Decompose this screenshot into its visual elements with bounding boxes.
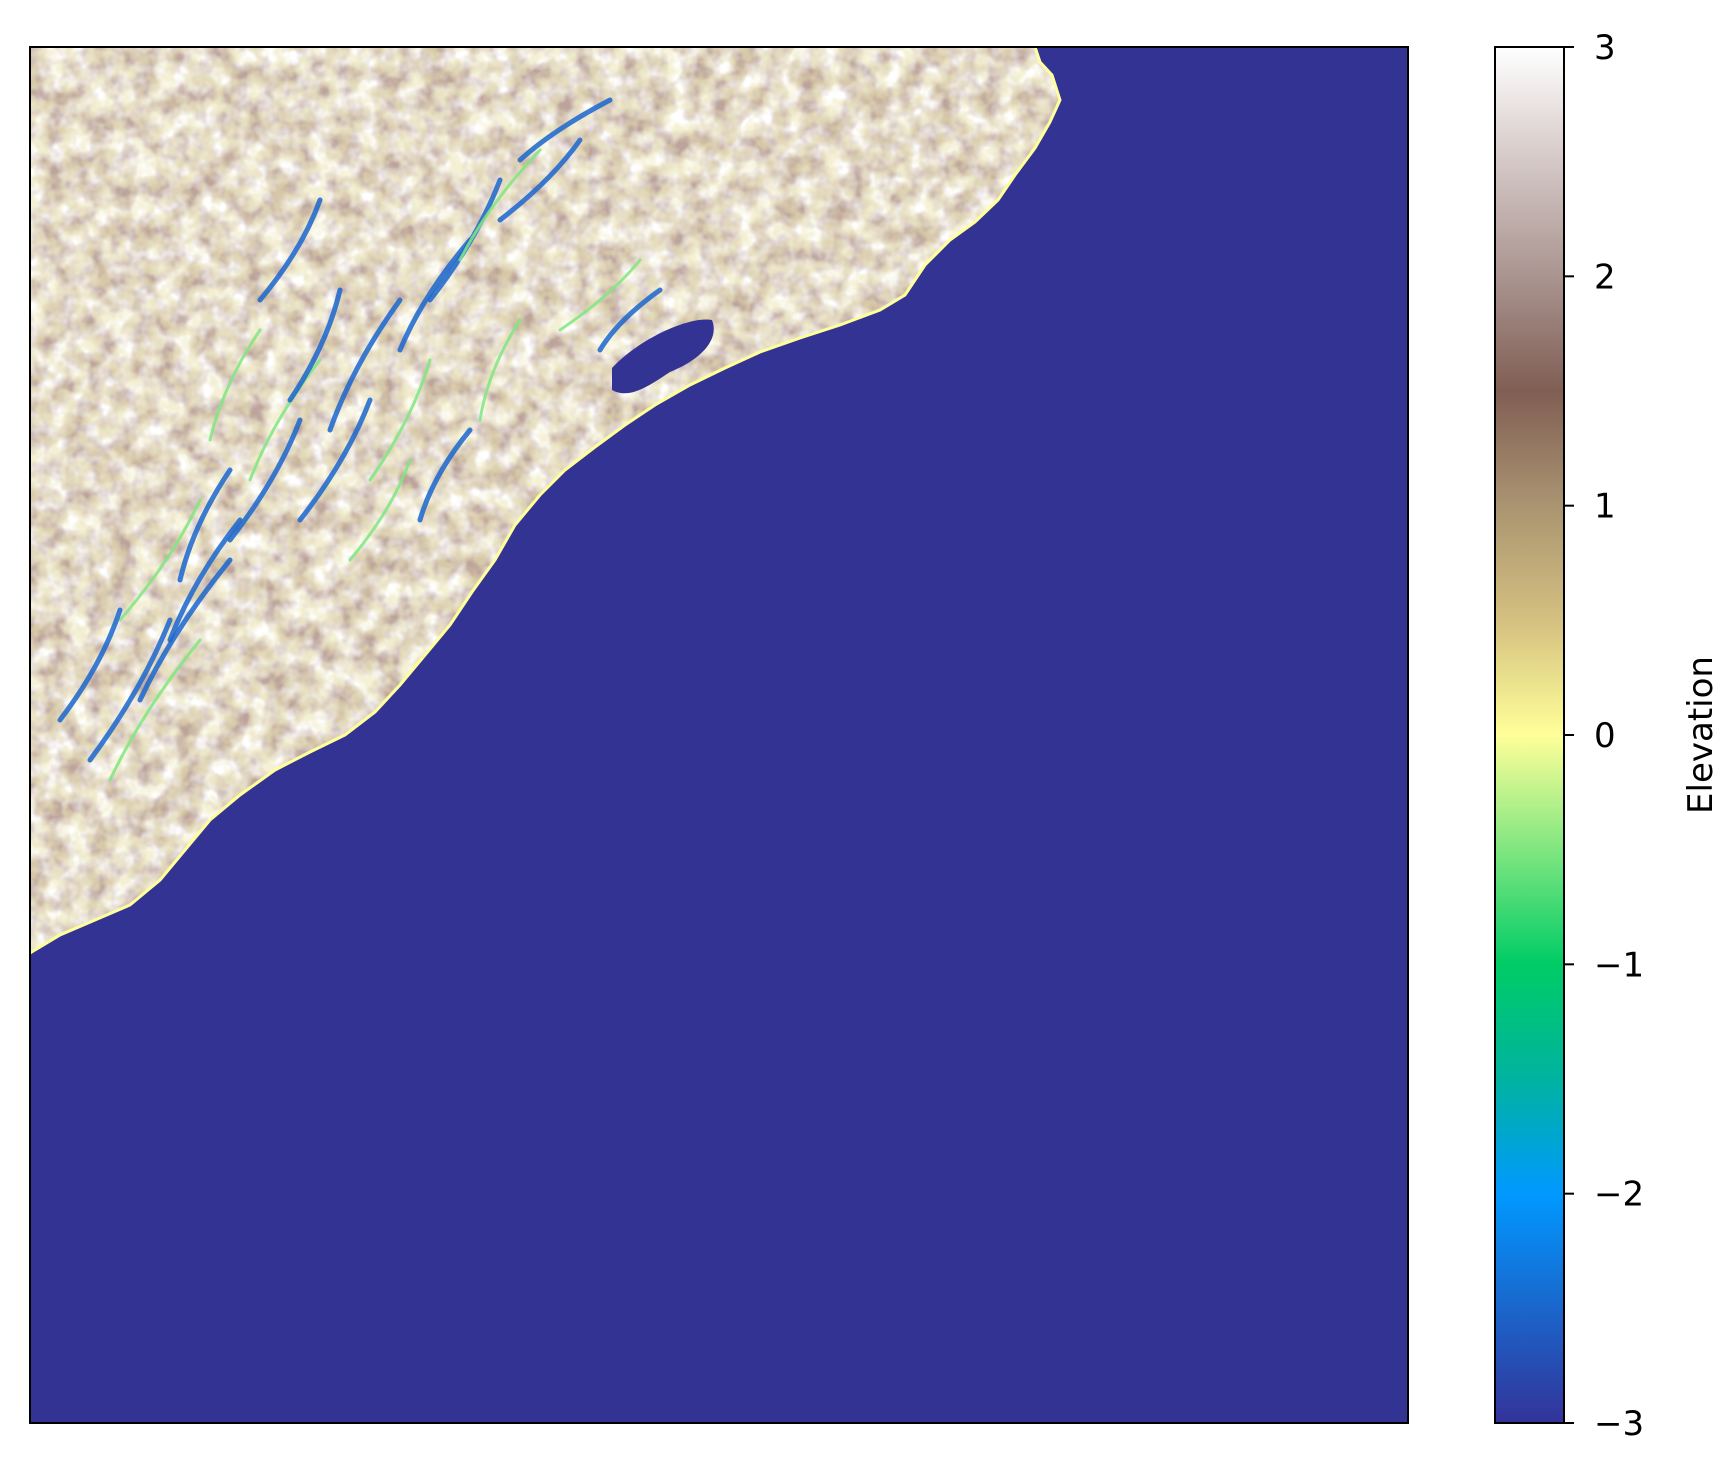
valley-streak xyxy=(417,427,473,523)
valley-streak xyxy=(517,97,613,163)
valley-streak xyxy=(177,467,233,583)
valley-streak xyxy=(297,397,373,523)
map-frame xyxy=(29,46,1409,1424)
valley-streak xyxy=(257,197,323,303)
colorbar-gradient xyxy=(1495,47,1564,1423)
shoreline xyxy=(29,46,1062,955)
valley-channels xyxy=(57,97,663,782)
valley-streak xyxy=(558,258,642,332)
valley-streak xyxy=(348,458,412,562)
valley-streak xyxy=(227,417,303,543)
colorbar-tick-label: 3 xyxy=(1594,28,1616,68)
valley-streak xyxy=(248,358,322,482)
valley-streak xyxy=(87,617,173,763)
map-axes xyxy=(29,46,1409,1424)
colorbar: 3 2 1 0 −1 −2 −3 Elevation xyxy=(1494,28,1721,1444)
colorbar-tick-label: 2 xyxy=(1594,257,1616,297)
valley-streak xyxy=(137,557,233,703)
valley-streak xyxy=(108,638,202,782)
valley-streak xyxy=(287,287,343,403)
colorbar-tick-label: −2 xyxy=(1594,1175,1644,1215)
valley-streak xyxy=(327,297,403,433)
valley-streak xyxy=(397,237,473,353)
valley-streak xyxy=(208,328,262,442)
colorbar-tick-label: 1 xyxy=(1594,487,1616,527)
colorbar-tick-label: −3 xyxy=(1594,1404,1644,1444)
valley-streak xyxy=(57,607,123,723)
valley-streak xyxy=(118,498,202,622)
valley-streak xyxy=(167,517,243,643)
colorbar-tick-label: −1 xyxy=(1594,945,1644,985)
lagoon xyxy=(612,319,714,394)
valley-streak xyxy=(597,287,663,353)
valley-streak xyxy=(368,358,432,482)
valley-streak xyxy=(478,318,522,422)
valley-streak xyxy=(497,137,583,223)
colorbar-ticks: 3 2 1 0 −1 −2 −3 xyxy=(1564,28,1644,1444)
valley-streak xyxy=(458,148,542,262)
colorbar-label: Elevation xyxy=(1681,656,1721,814)
colorbar-tick-label: 0 xyxy=(1594,716,1616,756)
